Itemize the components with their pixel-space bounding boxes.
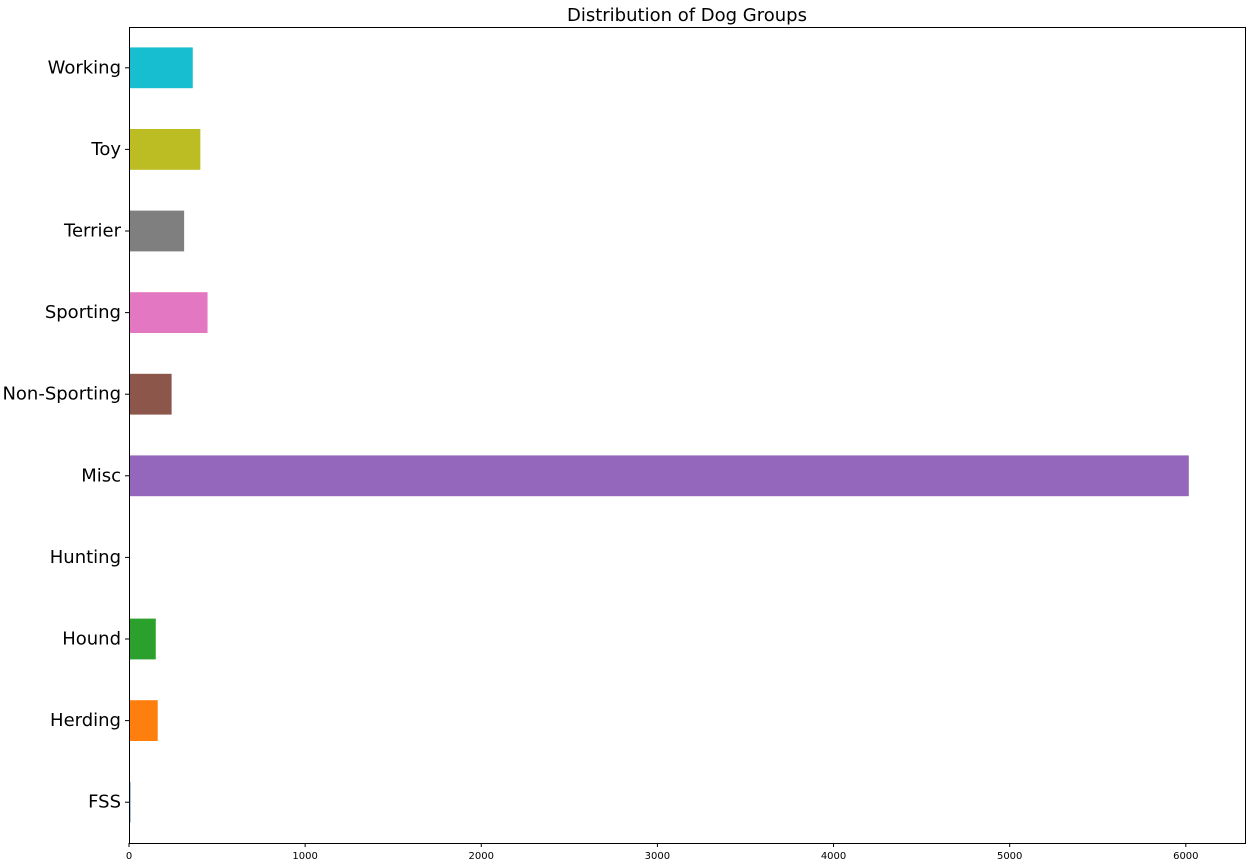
bar-herding [129,700,158,741]
y-axis-labels: FSS Herding Hound Hunting Misc Non-Sporting Sp… [2,57,129,813]
y-label-toy: Toy [90,139,121,160]
plot-frame [129,27,1246,844]
bar-misc [129,455,1189,497]
bar-toy [129,129,201,170]
bar-non-sporting [129,373,172,415]
y-label-fss: FSS [88,792,121,813]
x-tick-label: 6000 [1173,851,1198,862]
bar-sporting [129,292,208,333]
x-tick-label: 4000 [821,851,846,862]
x-tick-label: 5000 [997,851,1022,862]
x-tick-label: 1000 [292,851,317,862]
chart-title: Distribution of Dog Groups [567,5,807,26]
y-label-hunting: Hunting [50,547,121,568]
y-label-non-sporting: Non-Sporting [2,384,121,405]
x-tick-label: 0 [126,851,132,862]
y-label-misc: Misc [81,465,121,486]
y-label-working: Working [48,57,121,78]
y-label-hound: Hound [62,629,121,650]
bar-hound [129,618,156,660]
bar-working [129,47,193,89]
bars-layer [129,47,1189,823]
y-label-terrier: Terrier [63,221,122,242]
y-label-herding: Herding [50,710,121,731]
bar-terrier [129,210,185,252]
x-axis-ticks: 0 1000 2000 3000 4000 5000 6000 [126,843,1199,862]
x-tick-label: 2000 [469,851,494,862]
x-tick-label: 3000 [645,851,670,862]
y-label-sporting: Sporting [45,302,121,323]
